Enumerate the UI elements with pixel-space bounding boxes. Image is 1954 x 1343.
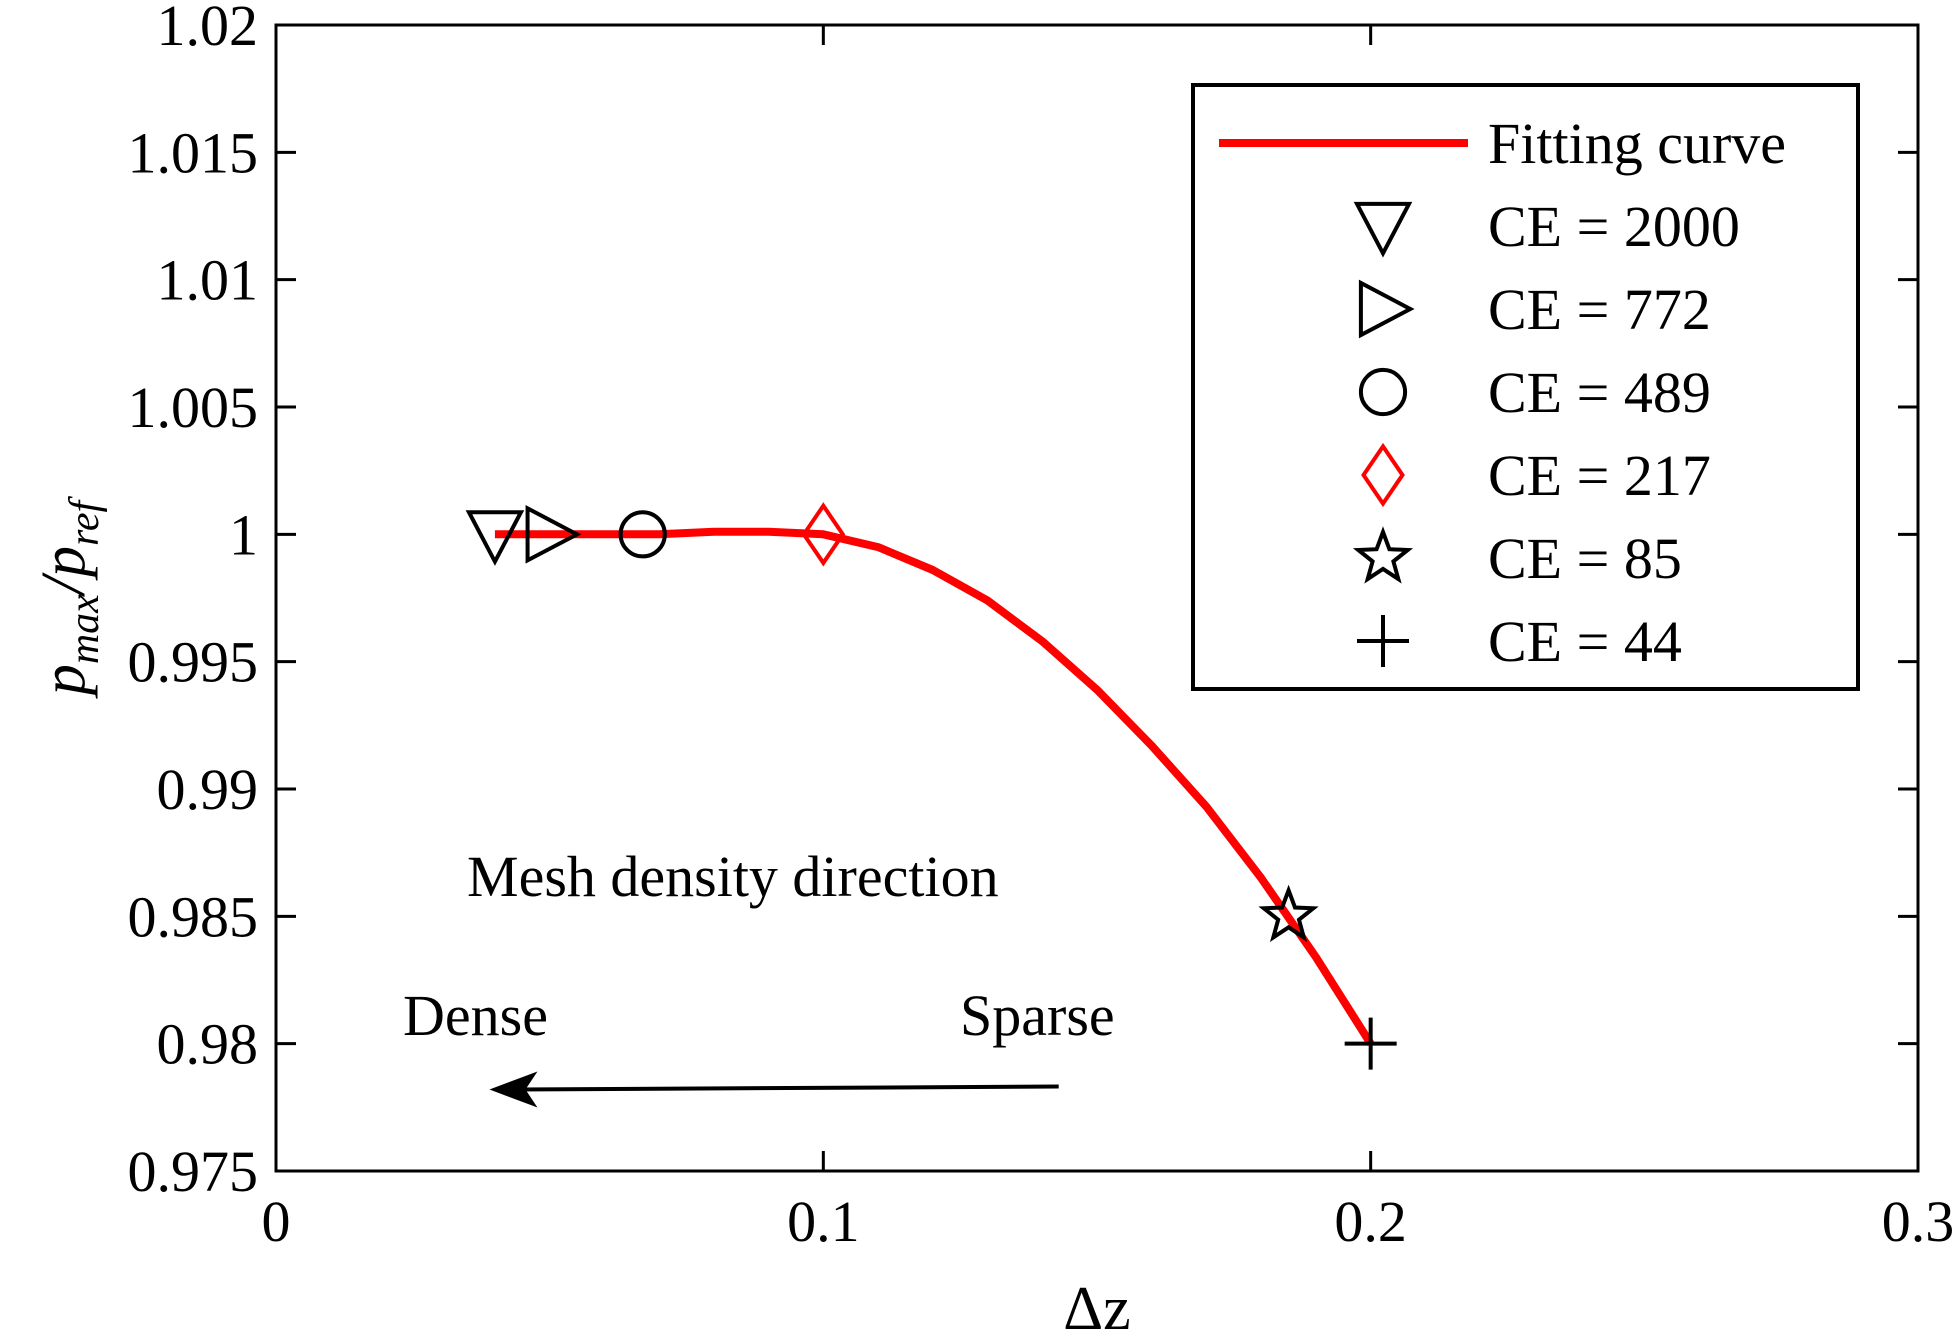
fitting-curve-layer — [494, 527, 1375, 1046]
annotation-dense: Dense — [403, 983, 548, 1048]
y-tick-label: 1 — [229, 502, 258, 567]
legend-marker-circle — [1358, 367, 1408, 417]
legend-marker-triangle-down — [1353, 201, 1413, 258]
y-tick-label: 0.985 — [128, 884, 259, 949]
x-tick-label: 0 — [262, 1189, 291, 1254]
y-tick-label: 0.975 — [128, 1139, 259, 1204]
y-label-sub-den: ref — [62, 496, 108, 546]
marker-circle-2 — [618, 510, 667, 559]
legend-label-series: CE = 772 — [1488, 277, 1711, 342]
legend-label-series: CE = 44 — [1488, 609, 1682, 674]
y-tick-label: 1.01 — [157, 248, 259, 313]
legend-label-series: CE = 489 — [1488, 360, 1711, 425]
annotation-mesh-density-direction: Mesh density direction — [467, 844, 999, 909]
y-label-sub-num: max — [62, 594, 108, 664]
direction-arrow-head — [489, 1071, 538, 1108]
fitting-curve-line — [494, 527, 1375, 1046]
axis-ticks-layer — [274, 23, 1920, 1173]
y-tick-label: 1.02 — [157, 0, 259, 58]
tick-labels-layer: 0 0.1 0.2 0.3 0.975 0.98 0.985 0.99 0.995 1 1.005 1… — [128, 0, 1954, 1254]
legend-label-series: CE = 217 — [1488, 443, 1711, 508]
legend-label-series: CE = 85 — [1488, 526, 1682, 591]
legend-label-fitting-curve: Fitting curve — [1488, 111, 1786, 176]
marker-triangle-right-1 — [525, 505, 582, 564]
y-label-base-den: p — [30, 546, 98, 581]
annotation-layer: Mesh density direction Dense Sparse — [403, 844, 1115, 1108]
y-tick-label: 0.99 — [157, 757, 259, 822]
marker-diamond-3 — [801, 502, 846, 567]
legend-marker-diamond — [1361, 442, 1405, 508]
y-tick-label: 1.005 — [128, 375, 259, 440]
legend: Fitting curve CE = 2000 CE = 772 CE = 489 CE… — [1191, 83, 1860, 691]
legend-marker-star — [1352, 526, 1414, 584]
plot-frame — [274, 23, 1920, 1173]
y-tick-label: 1.015 — [128, 120, 259, 185]
direction-arrow-shaft — [517, 1084, 1059, 1092]
legend-marker-triangle-right — [1358, 279, 1415, 339]
legend-label-series: CE = 2000 — [1488, 194, 1740, 259]
data-markers-layer — [465, 502, 1397, 1070]
axis-titles: Δz pmax/pref — [30, 496, 1131, 1343]
y-axis-label: pmax/pref — [30, 496, 108, 700]
y-tick-label: 0.98 — [157, 1012, 259, 1077]
x-tick-label: 0.3 — [1882, 1189, 1954, 1254]
y-tick-label: 0.995 — [128, 630, 259, 695]
x-tick-label: 0.2 — [1334, 1189, 1407, 1254]
x-tick-label: 0.1 — [787, 1189, 860, 1254]
marker-star-4 — [1258, 884, 1319, 943]
legend-box — [1191, 83, 1860, 691]
marker-triangle-down-0 — [465, 510, 525, 566]
annotation-sparse: Sparse — [960, 983, 1115, 1048]
y-label-base-num: p — [30, 664, 98, 699]
x-axis-label: Δz — [1063, 1275, 1130, 1343]
